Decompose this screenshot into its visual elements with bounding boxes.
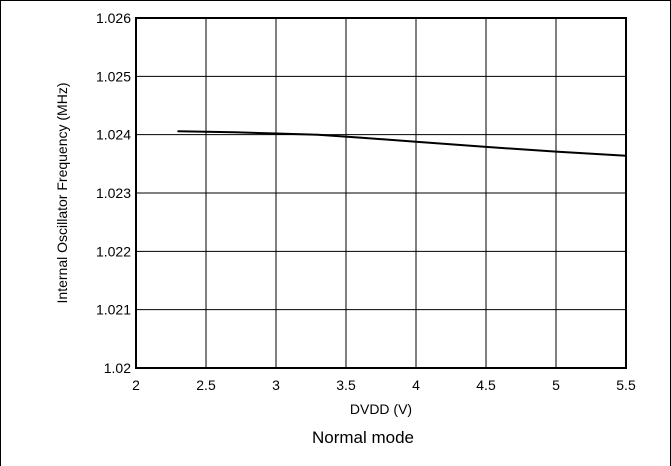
plot-area-frame (135, 17, 627, 369)
x-tick-label: 5 (552, 377, 560, 393)
x-axis-title: DVDD (V) (350, 401, 412, 417)
series-layer (177, 130, 627, 157)
y-tick-label: 1.021 (96, 302, 131, 318)
y-tick-label: 1.026 (96, 10, 131, 26)
data-point (177, 130, 179, 132)
data-point (415, 140, 417, 143)
y-tick-label: 1.02 (104, 360, 131, 376)
data-point (317, 133, 319, 136)
data-point (275, 132, 277, 135)
x-tick-label: 2.5 (196, 377, 216, 393)
data-point (555, 150, 557, 153)
data-point (625, 154, 627, 157)
y-tick-label: 1.022 (96, 243, 131, 259)
data-point (485, 146, 487, 148)
data-point (233, 131, 235, 134)
x-tick-label: 3 (272, 377, 280, 393)
y-tick-label: 1.025 (96, 68, 131, 84)
x-tick-label: 4.5 (476, 377, 496, 393)
x-tick-label: 4 (412, 377, 420, 393)
x-tick-labels: 2 2.5 3 3.5 4 4.5 5 5.5 (132, 377, 636, 393)
x-tick-label: 5.5 (616, 377, 636, 393)
x-tick-label: 2 (132, 377, 140, 393)
y-tick-label: 1.023 (96, 185, 131, 201)
grid-lines (136, 18, 626, 368)
y-axis-title: Internal Oscillator Frequency (MHz) (54, 83, 70, 304)
y-tick-label: 1.024 (96, 127, 131, 143)
data-point (359, 136, 361, 139)
x-tick-label: 3.5 (336, 377, 356, 393)
chart-caption: Normal mode (312, 428, 414, 447)
y-tick-labels: 1.02 1.021 1.022 1.023 1.024 1.025 1.026 (96, 10, 131, 376)
